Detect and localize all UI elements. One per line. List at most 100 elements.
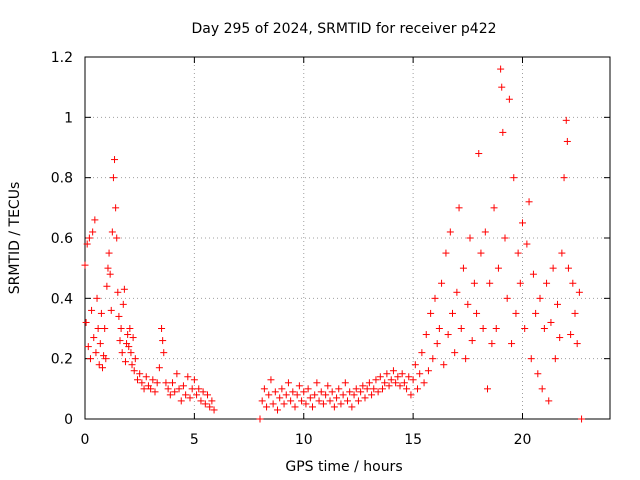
data-point (333, 394, 341, 402)
data-point (498, 83, 506, 91)
data-point (309, 403, 316, 411)
data-point (95, 361, 103, 369)
chart-title: Day 295 of 2024, SRMTID for receiver p42… (191, 21, 496, 37)
data-point (481, 228, 489, 236)
data-point (83, 240, 91, 248)
data-point (547, 318, 555, 326)
data-point (370, 385, 378, 393)
data-point (197, 397, 205, 405)
data-point (130, 367, 138, 375)
data-point (302, 400, 310, 408)
data-point (449, 309, 456, 317)
data-point (153, 379, 161, 387)
x-tick-label: 15 (404, 432, 422, 448)
data-point (525, 198, 533, 206)
data-point (462, 355, 470, 363)
data-point (119, 300, 127, 308)
data-point (131, 355, 139, 363)
data-point (350, 391, 358, 399)
data-point (175, 385, 183, 393)
data-point (81, 261, 89, 269)
data-point (120, 285, 128, 293)
data-point (109, 174, 117, 182)
data-point (527, 355, 535, 363)
data-point (368, 391, 376, 399)
y-tick-label: 0.2 (51, 352, 73, 368)
data-point (457, 325, 465, 332)
data-point (126, 325, 134, 332)
data-point (129, 334, 137, 342)
data-point (116, 337, 124, 345)
data-point (374, 388, 382, 396)
data-point (107, 306, 115, 314)
data-point (403, 385, 411, 393)
data-point (85, 234, 93, 242)
y-tick-label: 1 (64, 110, 73, 126)
data-point (400, 379, 408, 387)
data-point (106, 270, 114, 278)
data-point (90, 334, 98, 342)
data-point (84, 343, 92, 351)
data-point (532, 309, 540, 317)
data-point (88, 306, 96, 314)
data-point (276, 394, 284, 402)
data-point (571, 309, 579, 317)
data-point (475, 150, 483, 158)
data-point (405, 373, 413, 381)
data-point (204, 391, 211, 399)
data-point (361, 394, 369, 402)
data-point (562, 116, 570, 124)
data-point (442, 249, 450, 257)
data-point (451, 349, 459, 357)
data-point (280, 400, 288, 408)
data-point (558, 249, 566, 257)
grid-layer (85, 57, 610, 419)
x-tick-label: 10 (295, 432, 313, 448)
data-point (269, 400, 277, 408)
data-point (149, 376, 157, 384)
data-point (193, 391, 201, 399)
data-point (455, 204, 463, 212)
data-point (545, 397, 553, 405)
data-point (414, 385, 421, 393)
data-point (477, 249, 485, 257)
y-tick-label: 0 (64, 412, 73, 428)
data-point (104, 264, 112, 272)
data-point (510, 174, 518, 182)
data-point (479, 325, 487, 332)
data-point (486, 279, 494, 287)
data-point (529, 270, 537, 278)
data-point (494, 264, 502, 272)
data-point (155, 364, 163, 372)
data-point (549, 264, 557, 272)
data-point (206, 403, 214, 411)
data-point (177, 397, 185, 405)
data-point (409, 376, 417, 384)
data-point (560, 174, 568, 182)
data-point (466, 234, 474, 242)
data-point (344, 397, 351, 405)
data-point (97, 309, 105, 317)
data-point (379, 385, 386, 393)
data-point (105, 249, 113, 257)
data-point (516, 279, 524, 287)
data-point (551, 355, 559, 363)
data-point (492, 325, 500, 332)
points-layer (81, 65, 586, 423)
data-point (569, 279, 577, 287)
data-point (564, 264, 572, 272)
data-point (335, 385, 343, 393)
data-point (381, 379, 389, 387)
data-point (468, 337, 476, 345)
data-point (556, 334, 564, 342)
data-point (311, 391, 319, 399)
data-point (263, 403, 271, 411)
data-point (418, 349, 426, 357)
data-point (385, 382, 393, 390)
data-point (567, 331, 575, 339)
data-point (118, 349, 126, 357)
data-point (94, 325, 102, 332)
data-point (328, 388, 336, 396)
data-point (354, 397, 362, 405)
